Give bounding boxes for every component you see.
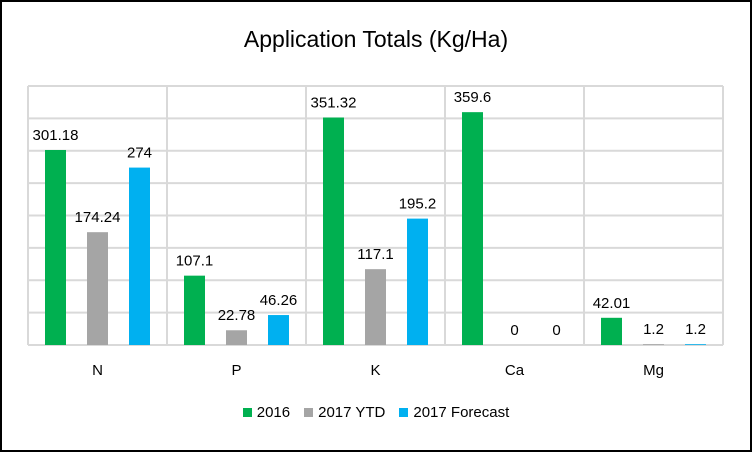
data-label: 42.01 bbox=[593, 295, 631, 312]
bar-P-2017-YTD bbox=[226, 330, 247, 345]
category-label: Ca bbox=[505, 362, 525, 379]
data-label: 274 bbox=[127, 145, 152, 162]
data-label: 107.1 bbox=[176, 253, 214, 270]
data-label: 359.6 bbox=[454, 89, 492, 106]
bar-Mg-2017-YTD bbox=[643, 344, 664, 345]
chart-title: Application Totals (Kg/Ha) bbox=[243, 26, 509, 52]
data-label: 301.18 bbox=[33, 127, 79, 144]
data-label: 351.32 bbox=[311, 95, 357, 112]
legend-swatch bbox=[242, 408, 252, 417]
legend-swatch bbox=[399, 408, 409, 417]
bar-N-2016 bbox=[45, 149, 66, 345]
bar-K-2016 bbox=[323, 117, 344, 346]
data-label: 174.24 bbox=[75, 209, 121, 226]
bar-K-2017-YTD bbox=[365, 269, 386, 345]
category-label: K bbox=[370, 362, 380, 379]
legend-item: 2016 bbox=[242, 404, 291, 421]
legend-label: 2017 YTD bbox=[318, 404, 386, 421]
data-label: 1.2 bbox=[685, 321, 706, 338]
legend-label: 2016 bbox=[256, 404, 291, 421]
data-label: 1.2 bbox=[643, 321, 664, 338]
category-label: N bbox=[92, 362, 103, 379]
data-label: 22.78 bbox=[218, 307, 256, 324]
data-label: 117.1 bbox=[357, 246, 393, 263]
legend-item: 2017 YTD bbox=[304, 404, 385, 421]
bar-Mg-2016 bbox=[601, 317, 622, 345]
legend-item: 2017 Forecast bbox=[399, 404, 509, 421]
category-label: P bbox=[231, 362, 241, 379]
legend-swatch bbox=[304, 408, 314, 417]
data-label: 0 bbox=[552, 322, 560, 339]
bar-P-2017-Forecast bbox=[268, 315, 289, 345]
bar-K-2017-Forecast bbox=[407, 218, 428, 345]
bar-Ca-2016 bbox=[462, 112, 483, 345]
data-label: 195.2 bbox=[399, 196, 437, 213]
category-label: Mg bbox=[643, 362, 664, 379]
legend: 2016 2017 YTD 2017 Forecast bbox=[0, 404, 752, 421]
bar-Mg-2017-Forecast bbox=[685, 344, 706, 345]
legend-label: 2017 Forecast bbox=[413, 404, 510, 421]
bar-P-2016 bbox=[184, 275, 205, 345]
bar-N-2017-YTD bbox=[87, 232, 108, 345]
bar-N-2017-Forecast bbox=[129, 167, 150, 345]
data-label: 46.26 bbox=[260, 292, 298, 309]
data-label: 0 bbox=[510, 322, 518, 339]
